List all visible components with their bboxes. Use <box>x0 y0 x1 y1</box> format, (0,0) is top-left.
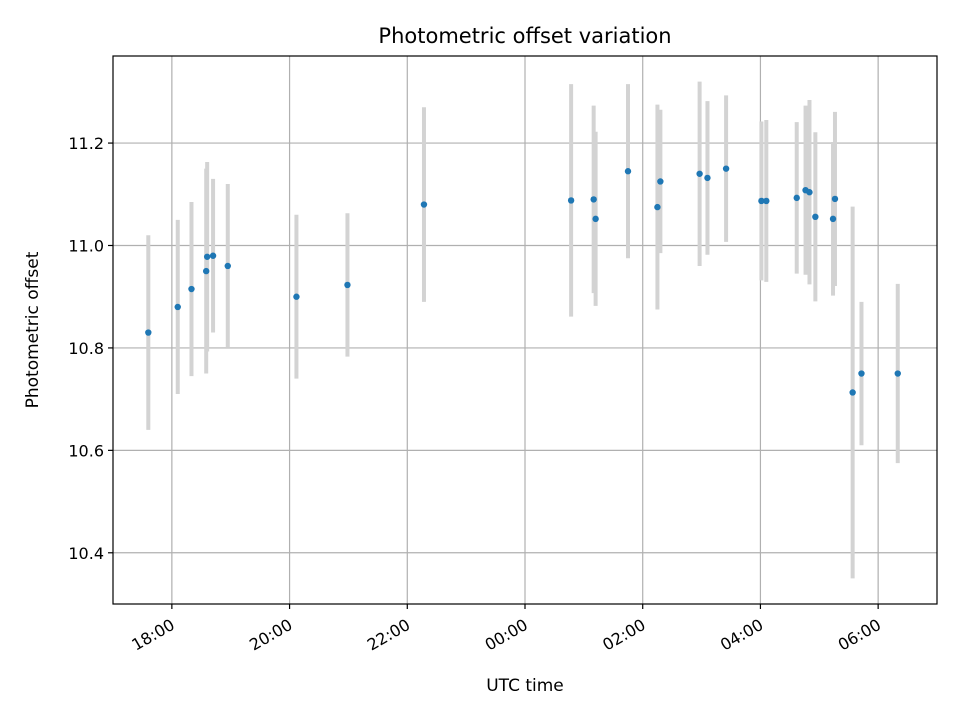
data-point <box>894 370 901 377</box>
data-point <box>624 168 632 175</box>
data-point <box>657 178 664 185</box>
y-axis-title: Photometric offset <box>23 251 43 408</box>
y-tick-label: 10.8 <box>68 339 104 358</box>
data-point <box>696 170 703 177</box>
data-point <box>793 194 800 202</box>
data-point <box>858 370 865 377</box>
data-point <box>188 285 195 293</box>
y-tick-label: 10.4 <box>68 544 104 563</box>
data-point <box>293 293 300 300</box>
data-point <box>849 389 856 396</box>
data-point <box>567 197 575 204</box>
data-point <box>654 203 661 211</box>
data-point <box>812 213 819 221</box>
data-point <box>829 215 837 223</box>
data-point <box>224 262 231 270</box>
data-point <box>209 252 217 259</box>
y-axis-ticks: 10.4 10.6 10.8 11.0 11.2 <box>68 134 113 563</box>
data-point <box>174 303 181 311</box>
y-tick-label: 10.6 <box>68 441 104 460</box>
data-point <box>203 253 211 260</box>
data-point <box>590 196 597 203</box>
data-points <box>145 165 901 396</box>
y-tick-label: 11.2 <box>68 134 104 153</box>
y-tick-label: 11.0 <box>68 236 104 255</box>
data-point <box>758 197 765 205</box>
x-axis-title: UTC time <box>486 676 564 696</box>
data-point <box>806 189 813 196</box>
data-point <box>763 197 770 205</box>
data-point <box>420 201 428 208</box>
data-point <box>592 215 599 223</box>
data-point <box>831 195 839 203</box>
data-point <box>704 174 711 182</box>
data-point <box>722 165 730 172</box>
data-point <box>202 267 210 275</box>
data-point <box>344 281 351 289</box>
data-point <box>145 329 152 336</box>
chart-title: Photometric offset variation <box>378 24 671 48</box>
